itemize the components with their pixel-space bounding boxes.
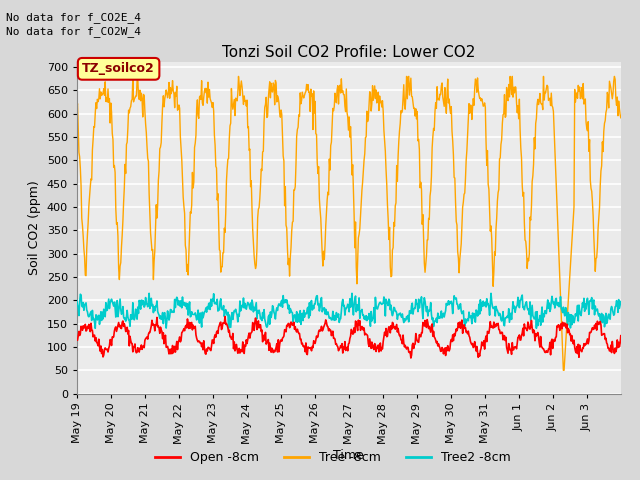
Title: Tonzi Soil CO2 Profile: Lower CO2: Tonzi Soil CO2 Profile: Lower CO2 bbox=[222, 45, 476, 60]
Y-axis label: Soil CO2 (ppm): Soil CO2 (ppm) bbox=[28, 180, 41, 276]
Text: No data for f_CO2W_4: No data for f_CO2W_4 bbox=[6, 26, 141, 37]
X-axis label: Time: Time bbox=[333, 449, 364, 462]
Text: TZ_soilco2: TZ_soilco2 bbox=[82, 62, 155, 75]
Text: No data for f_CO2E_4: No data for f_CO2E_4 bbox=[6, 12, 141, 23]
Legend: Open -8cm, Tree -8cm, Tree2 -8cm: Open -8cm, Tree -8cm, Tree2 -8cm bbox=[150, 446, 516, 469]
